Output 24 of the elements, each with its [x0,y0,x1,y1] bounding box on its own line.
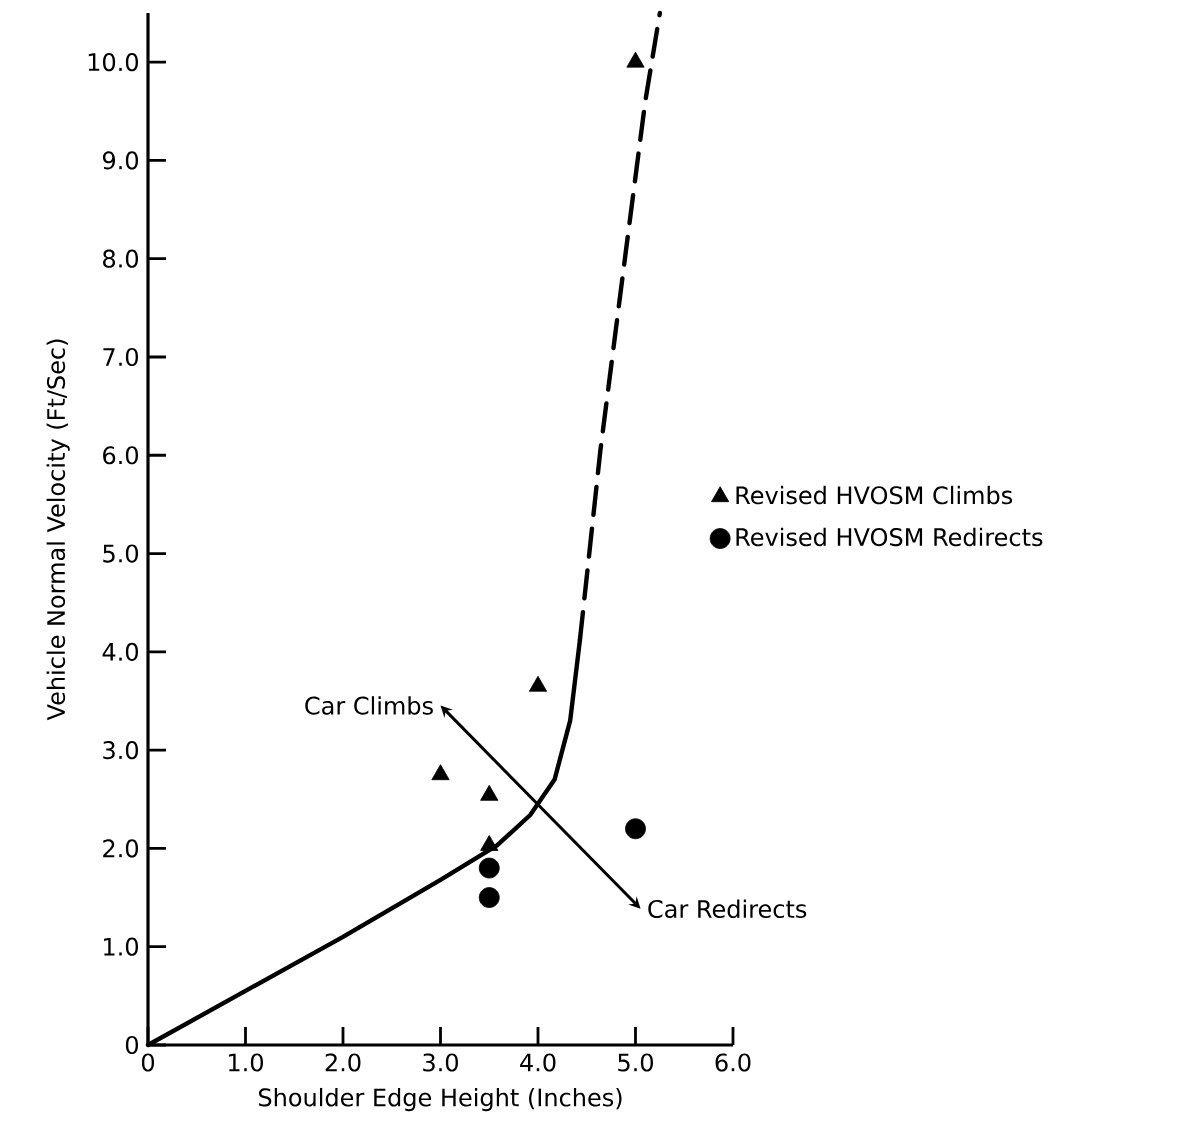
x-tick-label: 2.0 [325,1053,361,1072]
y-tick-label: 8.0 [103,249,139,268]
y-tick-label: 5.0 [103,544,139,563]
x-tick-label: 1.0 [229,1053,263,1072]
y-tick-label: 9.0 [102,151,139,170]
y-tick-label: 7.0 [103,347,139,367]
y-tick-label: 10.0 [88,53,138,72]
y-tick-label: 2.0 [103,839,139,858]
y-tick-label: 6.0 [103,446,139,465]
x-tick-label: 6.0 [715,1053,751,1072]
annotation: Car Redirects [648,899,807,919]
y-tick-label: 4.0 [102,642,139,661]
x-tick-label: 3.0 [423,1053,458,1072]
legend-label: Revised HVOSM Climbs [736,485,1013,505]
y-tick-label: 3.0 [103,741,139,760]
x-tick-label: 0 [141,1053,155,1072]
y-axis-title: Vehicle Normal Velocity (Ft/Sec) [46,339,70,721]
x-tick-label: 4.0 [520,1053,556,1072]
y-tick-label: 0 [125,1035,139,1055]
legend-label: Revised HVOSM Redirects [736,527,1043,547]
y-tick-label: 1.0 [104,937,139,956]
annotation: Car Climbs [305,696,433,715]
x-tick-label: 5.0 [618,1053,653,1072]
x-axis-title: Shoulder Edge Height (Inches) [258,1087,622,1112]
